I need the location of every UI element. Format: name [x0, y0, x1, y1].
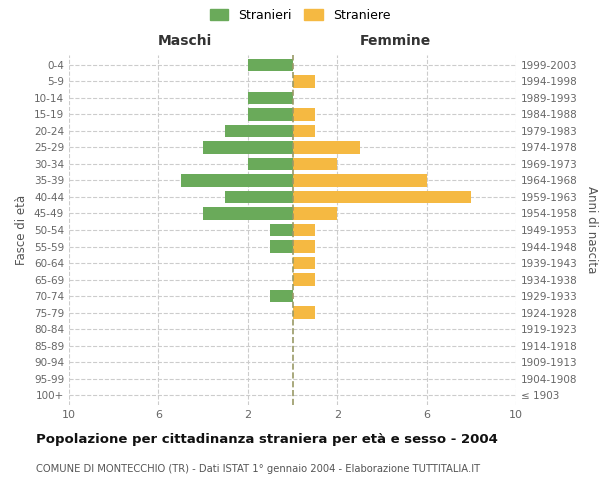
Text: Popolazione per cittadinanza straniera per età e sesso - 2004: Popolazione per cittadinanza straniera p… — [36, 432, 498, 446]
Y-axis label: Anni di nascita: Anni di nascita — [584, 186, 598, 274]
Bar — [293, 208, 337, 220]
Bar — [226, 125, 293, 137]
Bar — [248, 92, 293, 104]
Text: Femmine: Femmine — [359, 34, 431, 48]
Text: Maschi: Maschi — [158, 34, 212, 48]
Bar — [248, 158, 293, 170]
Bar — [293, 108, 315, 120]
Y-axis label: Fasce di età: Fasce di età — [16, 195, 28, 265]
Bar — [293, 306, 315, 318]
Bar — [293, 75, 315, 88]
Bar — [293, 142, 359, 154]
Bar — [270, 240, 293, 252]
Bar — [203, 208, 293, 220]
Bar — [248, 58, 293, 71]
Bar — [226, 191, 293, 203]
Bar — [293, 274, 315, 285]
Bar — [181, 174, 293, 186]
Bar — [293, 125, 315, 137]
Bar — [248, 108, 293, 120]
Bar — [270, 290, 293, 302]
Bar — [270, 224, 293, 236]
Bar — [203, 142, 293, 154]
Bar — [293, 240, 315, 252]
Bar — [293, 257, 315, 269]
Bar — [293, 174, 427, 186]
Text: COMUNE DI MONTECCHIO (TR) - Dati ISTAT 1° gennaio 2004 - Elaborazione TUTTITALIA: COMUNE DI MONTECCHIO (TR) - Dati ISTAT 1… — [36, 464, 480, 474]
Bar — [293, 224, 315, 236]
Legend: Stranieri, Straniere: Stranieri, Straniere — [209, 8, 391, 22]
Bar — [293, 191, 472, 203]
Bar — [293, 158, 337, 170]
